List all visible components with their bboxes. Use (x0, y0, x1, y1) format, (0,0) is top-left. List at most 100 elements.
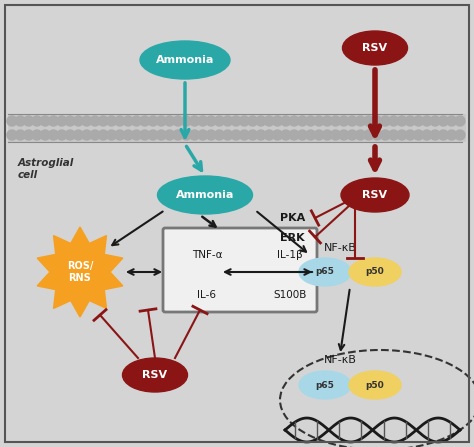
Text: RSV: RSV (363, 43, 388, 53)
Circle shape (73, 130, 83, 140)
Circle shape (405, 116, 415, 126)
Circle shape (65, 116, 75, 126)
Circle shape (223, 130, 233, 140)
Circle shape (15, 116, 25, 126)
Circle shape (413, 130, 423, 140)
Circle shape (239, 116, 249, 126)
Text: p50: p50 (365, 267, 384, 277)
Circle shape (239, 130, 249, 140)
Circle shape (48, 116, 58, 126)
Text: RSV: RSV (143, 370, 168, 380)
Circle shape (438, 130, 448, 140)
Circle shape (447, 116, 457, 126)
Polygon shape (37, 227, 123, 317)
Circle shape (455, 116, 465, 126)
Ellipse shape (157, 176, 253, 214)
Circle shape (40, 116, 50, 126)
Circle shape (90, 116, 100, 126)
Circle shape (347, 116, 357, 126)
Circle shape (115, 130, 125, 140)
Circle shape (397, 130, 407, 140)
Circle shape (48, 130, 58, 140)
Circle shape (32, 130, 42, 140)
Circle shape (198, 130, 208, 140)
Circle shape (57, 130, 67, 140)
Circle shape (330, 130, 340, 140)
Circle shape (190, 116, 200, 126)
Ellipse shape (140, 41, 230, 79)
Text: Astroglial
cell: Astroglial cell (18, 158, 74, 180)
Ellipse shape (349, 371, 401, 399)
Circle shape (24, 130, 34, 140)
Circle shape (57, 116, 67, 126)
Circle shape (413, 116, 423, 126)
Circle shape (206, 130, 216, 140)
Circle shape (32, 116, 42, 126)
Text: p65: p65 (316, 380, 335, 389)
Circle shape (156, 116, 166, 126)
Circle shape (380, 116, 390, 126)
Text: IL-6: IL-6 (198, 290, 217, 300)
Circle shape (223, 116, 233, 126)
Circle shape (140, 116, 150, 126)
Circle shape (82, 130, 91, 140)
Text: ERK: ERK (280, 233, 305, 243)
Circle shape (123, 130, 133, 140)
Circle shape (372, 130, 382, 140)
Circle shape (405, 130, 415, 140)
Circle shape (314, 130, 324, 140)
Circle shape (173, 116, 183, 126)
Circle shape (214, 116, 224, 126)
Text: NF-κB: NF-κB (324, 243, 356, 253)
Circle shape (123, 116, 133, 126)
Circle shape (156, 130, 166, 140)
Circle shape (256, 116, 266, 126)
Circle shape (82, 116, 91, 126)
Circle shape (115, 116, 125, 126)
Circle shape (364, 130, 374, 140)
Circle shape (148, 130, 158, 140)
Circle shape (347, 130, 357, 140)
Text: ROS/
RNS: ROS/ RNS (67, 261, 93, 283)
Circle shape (422, 116, 432, 126)
Circle shape (73, 116, 83, 126)
Circle shape (306, 130, 316, 140)
Circle shape (339, 116, 349, 126)
Circle shape (380, 130, 390, 140)
Circle shape (40, 130, 50, 140)
Circle shape (297, 130, 307, 140)
Circle shape (264, 116, 274, 126)
Circle shape (7, 116, 17, 126)
Text: NF-κB: NF-κB (324, 355, 356, 365)
Circle shape (330, 116, 340, 126)
Circle shape (430, 130, 440, 140)
Circle shape (181, 116, 191, 126)
Circle shape (297, 116, 307, 126)
Ellipse shape (299, 258, 351, 286)
Circle shape (356, 116, 365, 126)
Circle shape (289, 116, 299, 126)
Circle shape (15, 130, 25, 140)
Ellipse shape (349, 258, 401, 286)
Text: PKA: PKA (280, 213, 305, 223)
Text: TNF-α: TNF-α (192, 250, 222, 260)
Ellipse shape (341, 178, 409, 212)
Circle shape (422, 130, 432, 140)
Circle shape (447, 130, 457, 140)
Circle shape (372, 116, 382, 126)
Circle shape (164, 116, 174, 126)
Circle shape (214, 130, 224, 140)
Circle shape (273, 116, 283, 126)
Circle shape (356, 130, 365, 140)
Circle shape (131, 116, 141, 126)
Circle shape (107, 130, 117, 140)
Circle shape (273, 130, 283, 140)
Circle shape (247, 116, 257, 126)
Circle shape (322, 130, 332, 140)
Circle shape (289, 130, 299, 140)
Circle shape (173, 130, 183, 140)
Circle shape (181, 130, 191, 140)
Circle shape (164, 130, 174, 140)
Circle shape (65, 130, 75, 140)
Circle shape (190, 130, 200, 140)
